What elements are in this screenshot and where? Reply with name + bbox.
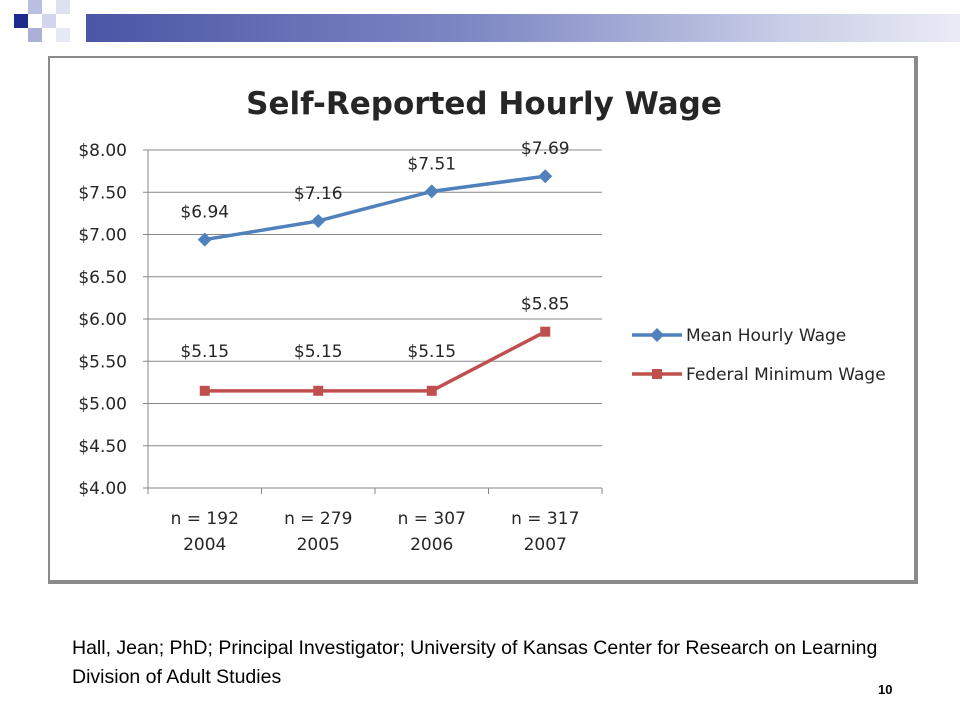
y-tick-label: $6.00 — [78, 310, 127, 330]
y-tick-label: $4.00 — [78, 479, 127, 499]
corner-square-pale-3 — [56, 28, 70, 42]
data-label: $5.85 — [521, 295, 570, 315]
y-tick-label: $7.50 — [78, 183, 127, 203]
legend-swatch-marker — [652, 369, 662, 379]
chart-title: Self-Reported Hourly Wage — [246, 86, 722, 122]
y-tick-label: $7.00 — [78, 226, 127, 246]
data-label: $7.69 — [521, 139, 570, 159]
corner-square-mid — [28, 28, 42, 42]
series-line — [204, 174, 546, 242]
page-number: 10 — [878, 682, 893, 697]
x-tick-label: 2004 — [183, 535, 226, 555]
citation-text: Hall, Jean; PhD; Principal Investigator;… — [72, 637, 878, 688]
legend-entry-label: Mean Hourly Wage — [686, 326, 846, 346]
data-point-marker — [424, 184, 439, 199]
data-point-marker — [426, 385, 437, 396]
wage-line-chart: Self-Reported Hourly Wage $4.00 $4.50 $5.0… — [78, 86, 886, 555]
y-tick-label: $6.50 — [78, 268, 127, 288]
corner-square-dark — [14, 14, 28, 28]
data-point-marker — [311, 213, 326, 228]
x-tick-label: n = 317 — [511, 509, 579, 529]
y-tick-label: $5.50 — [78, 352, 127, 372]
legend-swatch-marker — [650, 328, 664, 342]
data-point-marker — [540, 326, 551, 337]
title-bar-gradient — [86, 14, 960, 42]
chart-frame: Self-Reported Hourly Wage $4.00 $4.50 $5.0… — [48, 56, 918, 584]
data-point-marker — [538, 169, 553, 184]
y-tick-label: $5.00 — [78, 395, 127, 415]
data-label: $5.15 — [180, 342, 229, 362]
data-label: $5.15 — [294, 342, 343, 362]
x-tick-label: 2007 — [524, 535, 567, 555]
data-point-marker — [199, 385, 210, 396]
legend-entry-label: Federal Minimum Wage — [686, 365, 886, 385]
y-tick-label: $8.00 — [78, 141, 127, 161]
x-tick-label: n = 307 — [398, 509, 466, 529]
corner-square-pale-2 — [56, 0, 70, 14]
data-point-marker — [313, 385, 324, 396]
corner-square-pale — [42, 14, 56, 28]
x-tick-label: n = 192 — [171, 509, 239, 529]
x-tick-label: n = 279 — [284, 509, 352, 529]
series-line — [204, 330, 547, 393]
data-label: $7.16 — [294, 184, 343, 204]
data-point-marker — [197, 232, 212, 247]
x-tick-label: 2005 — [297, 535, 340, 555]
data-label: $7.51 — [407, 154, 456, 174]
y-tick-label: $4.50 — [78, 437, 127, 457]
x-tick-label: 2006 — [410, 535, 453, 555]
corner-square-light — [28, 0, 42, 14]
data-label: $5.15 — [407, 342, 456, 362]
data-label: $6.94 — [180, 203, 229, 223]
